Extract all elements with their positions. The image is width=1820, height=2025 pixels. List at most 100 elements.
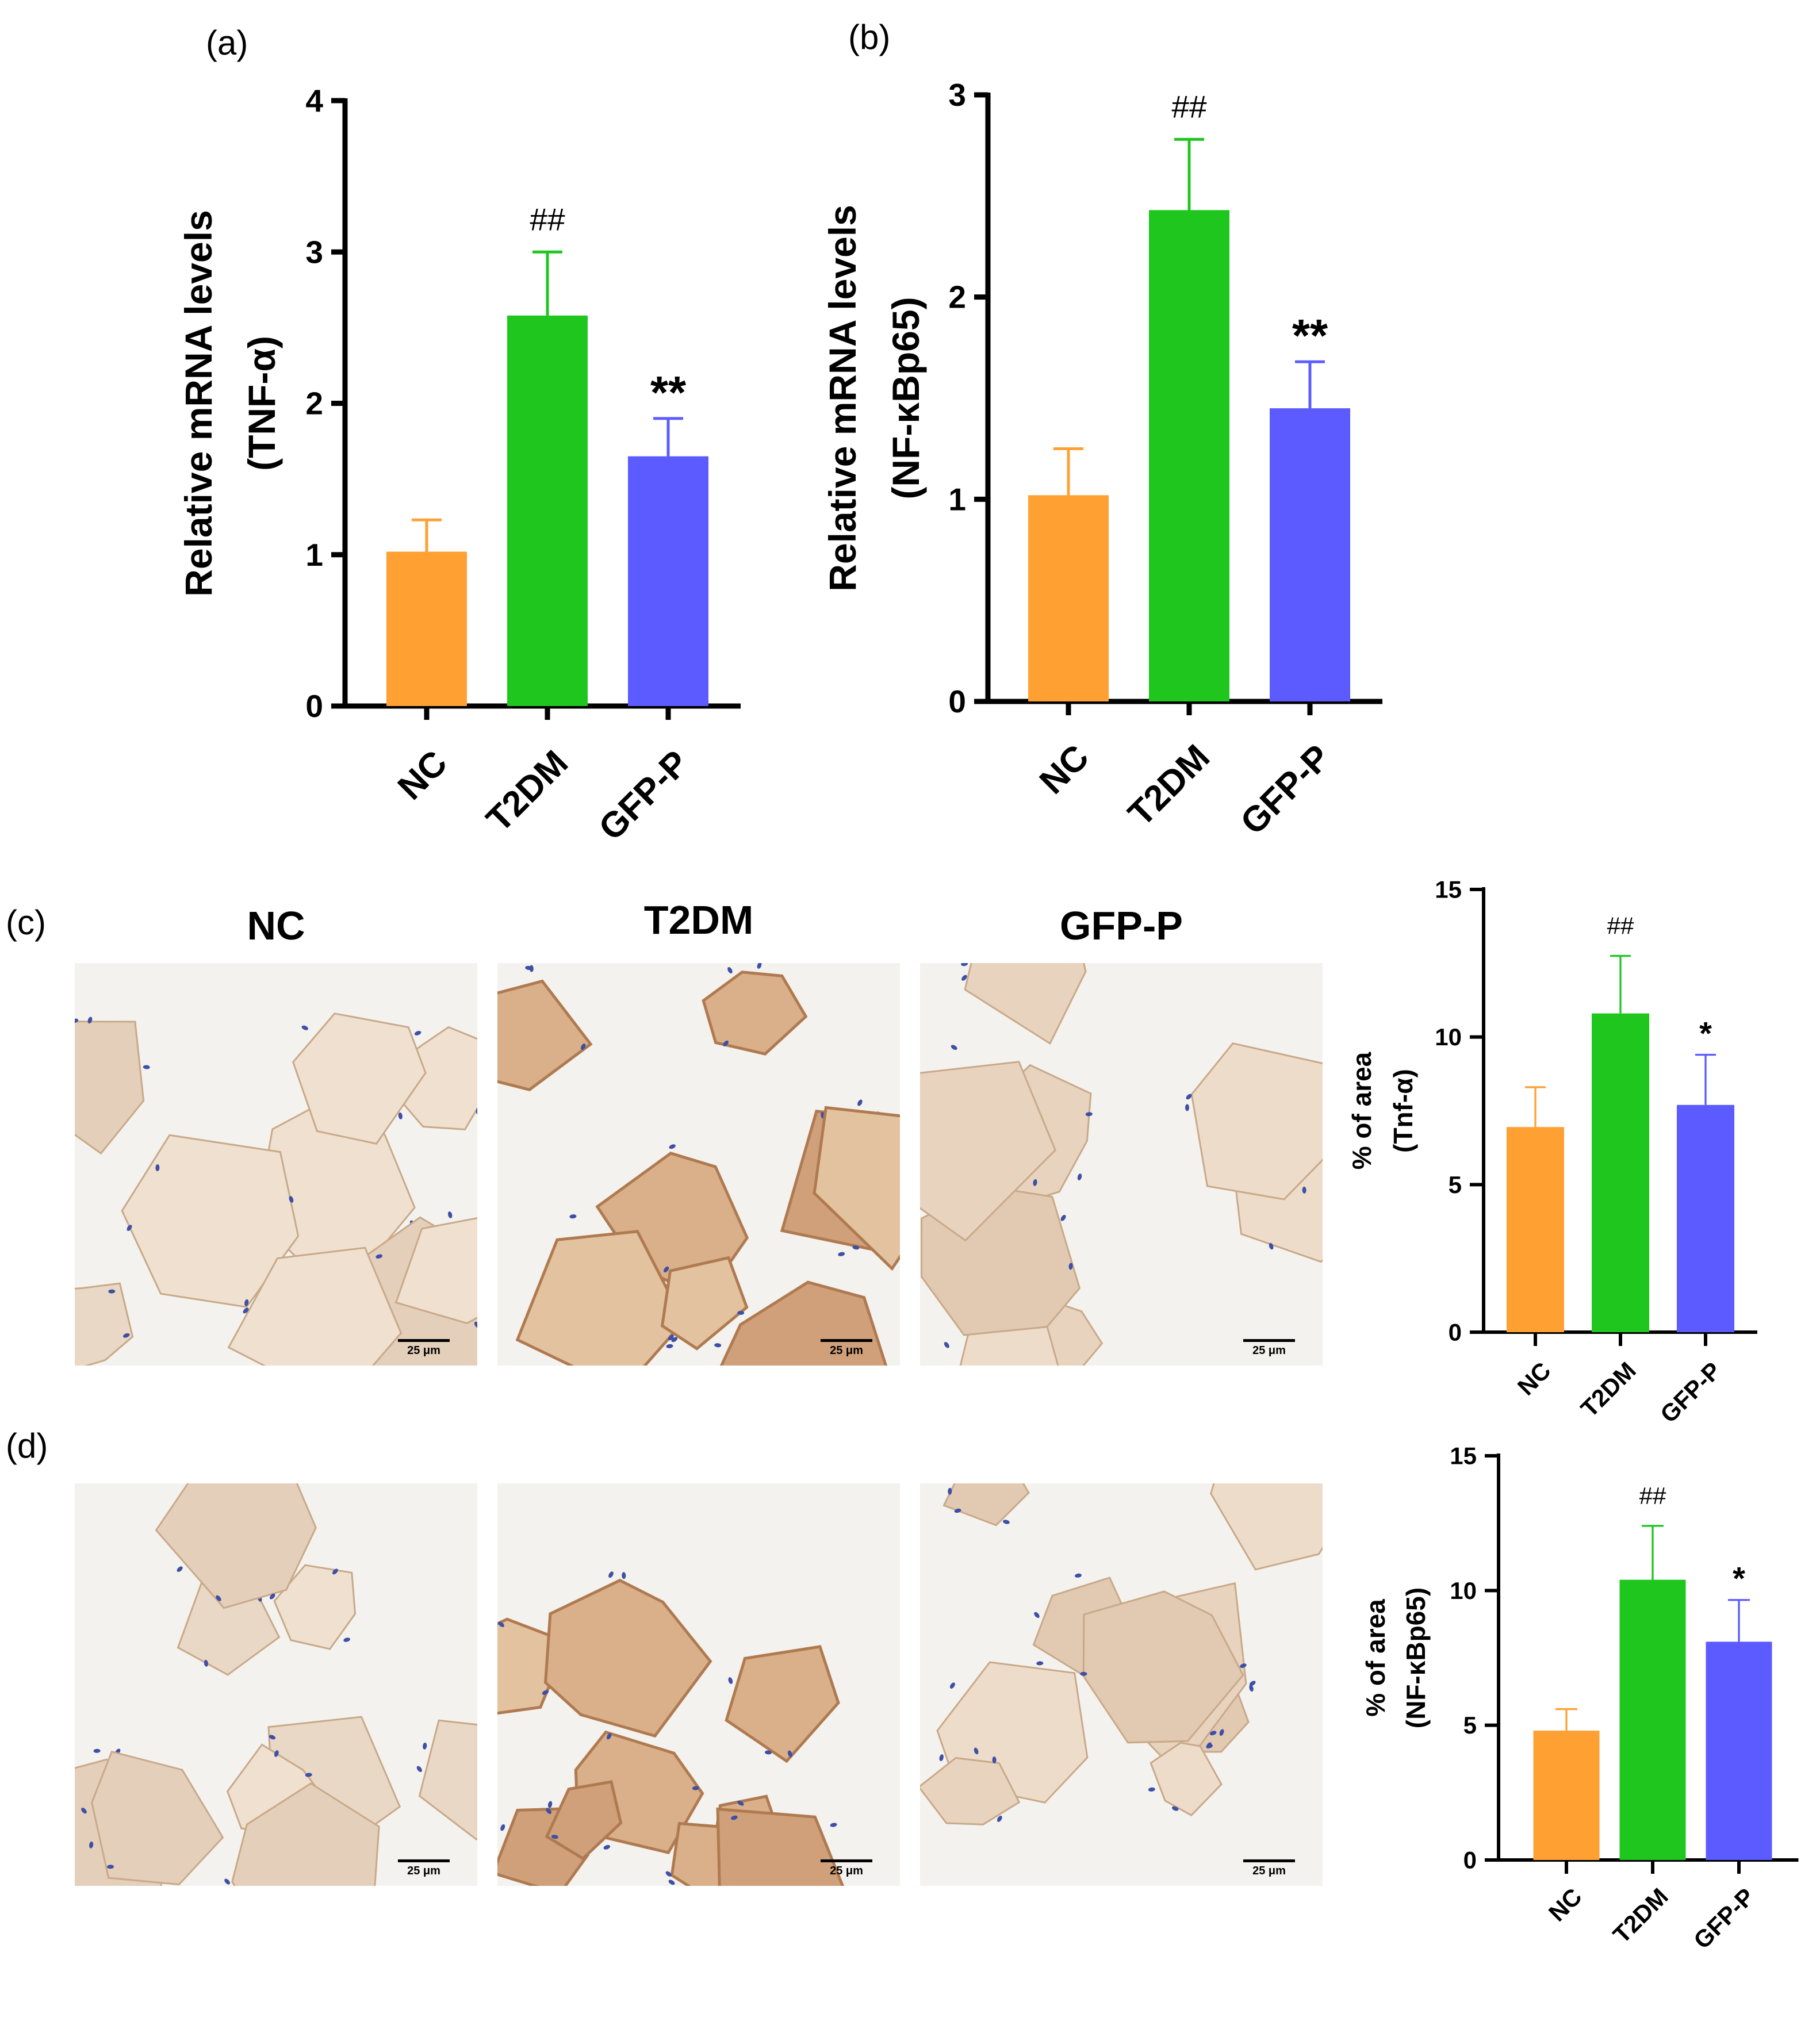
muscle-fiber	[1082, 1590, 1244, 1744]
nucleus	[1003, 1520, 1010, 1524]
y-tick-label: 0	[305, 688, 323, 724]
scale-bar-label: 25 μm	[407, 1865, 440, 1877]
nucleus	[569, 1214, 577, 1219]
x-category-label: T2DM	[1576, 1357, 1641, 1422]
nucleus	[474, 1321, 477, 1328]
chart-a-tnf-mrna: 0 1 2 3 4 Relative mRNA levels (TNF-α) NC ## T2DM…	[177, 83, 741, 848]
muscle-fiber	[418, 1719, 477, 1841]
bar-nc	[1507, 1127, 1564, 1332]
bar-gfp-p	[1706, 1642, 1772, 1860]
nucleus	[243, 1307, 249, 1314]
nucleus	[1185, 1104, 1189, 1111]
muscle-fiber	[544, 1578, 712, 1738]
y-tick-label: 3	[948, 77, 966, 113]
nucleus	[551, 1835, 558, 1839]
nucleus	[1206, 1744, 1213, 1748]
nucleus	[1302, 1186, 1306, 1194]
nucleus	[1209, 1731, 1217, 1736]
y-tick-label: 2	[305, 386, 323, 421]
y-axis-label: (NF-κBp65)	[884, 297, 927, 499]
x-category-label: GFP-P	[1655, 1357, 1726, 1428]
nucleus	[663, 1266, 669, 1273]
muscle-fiber	[91, 1750, 224, 1886]
nucleus	[737, 1801, 744, 1806]
panel-label-c: (c)	[6, 903, 46, 942]
micrograph-image	[920, 1483, 1323, 1886]
muscle-fiber	[75, 1021, 145, 1155]
y-tick-label: 2	[948, 279, 966, 315]
micrograph-nfkb-gfpp: 25 μm	[920, 1483, 1323, 1886]
nucleus	[857, 1099, 863, 1106]
chart-b-nfkb-mrna: 0 1 2 3 Relative mRNA levels (NF-κBp65) NC ## T2…	[821, 77, 1382, 842]
nucleus	[765, 1750, 772, 1755]
nucleus	[476, 1107, 477, 1115]
muscle-fiber	[1190, 1042, 1323, 1201]
micrograph-image	[497, 1483, 900, 1886]
nucleus	[939, 1754, 944, 1761]
nucleus	[992, 1756, 997, 1763]
muscle-fiber	[292, 1012, 427, 1145]
muscle-fiber	[920, 1756, 1021, 1825]
muscle-fiber	[75, 1282, 134, 1366]
significance-annotation: *	[1699, 1015, 1712, 1051]
muscle-fiber	[1210, 1483, 1323, 1571]
muscle-fiber	[121, 1134, 300, 1308]
muscle-fiber	[725, 1645, 840, 1763]
nucleus	[547, 1801, 553, 1808]
micrograph-image	[75, 1483, 477, 1886]
muscle-fiber	[660, 1256, 749, 1351]
nucleus	[542, 1690, 549, 1695]
muscle-fiber	[497, 1617, 555, 1715]
nucleus	[974, 1747, 979, 1755]
nucleus	[108, 1289, 116, 1294]
nucleus	[757, 963, 762, 969]
nucleus	[1033, 1179, 1037, 1186]
y-tick-label: 0	[1449, 1319, 1462, 1346]
nucleus	[376, 1254, 383, 1259]
nucleus	[343, 1637, 350, 1642]
nucleus	[414, 1030, 422, 1035]
nucleus	[948, 1487, 952, 1495]
bar-nc	[386, 551, 467, 706]
muscle-fiber	[719, 1280, 888, 1366]
micrograph-nfkb-t2dm: 25 μm	[497, 1483, 900, 1886]
nucleus	[546, 1808, 551, 1814]
nucleus	[622, 1572, 626, 1579]
nucleus	[669, 1144, 676, 1149]
bar-t2dm	[1149, 210, 1229, 701]
chart-c-tnf-area: 0 5 10 15 % of area (Tnf-α) NC ## T2DM * GFP-P	[1347, 876, 1757, 1428]
nucleus	[75, 1018, 79, 1023]
y-tick-label: 5	[1463, 1712, 1477, 1739]
nucleus	[692, 1786, 699, 1790]
nucleus	[127, 1225, 132, 1231]
nucleus	[1171, 1806, 1179, 1811]
y-tick-label: 15	[1450, 1443, 1477, 1470]
nucleus	[581, 1043, 586, 1050]
nucleus	[224, 1878, 230, 1885]
nucleus	[305, 1773, 312, 1777]
nucleus	[289, 1196, 294, 1203]
scale-bar: 25 μm	[1243, 1859, 1295, 1878]
x-category-label: T2DM	[479, 743, 576, 839]
scale-bar: 25 μm	[821, 1859, 872, 1878]
y-axis-label: Relative mRNA levels	[177, 210, 220, 597]
nucleus	[1240, 1663, 1247, 1668]
nucleus	[1249, 1681, 1256, 1686]
y-axis-label: (Tnf-α)	[1388, 1069, 1418, 1153]
nucleus	[143, 1065, 150, 1069]
scale-bar-line	[398, 1859, 450, 1862]
muscle-fiber	[942, 1483, 1030, 1527]
nucleus	[269, 1593, 275, 1600]
muscle-fiber	[813, 1106, 900, 1271]
nucleus	[668, 1880, 675, 1885]
nucleus	[1080, 1671, 1087, 1676]
nucleus	[830, 1823, 837, 1827]
x-category-label: GFP-P	[1688, 1883, 1760, 1954]
bar-t2dm	[507, 315, 588, 706]
y-axis-label: % of area	[1361, 1599, 1390, 1717]
nucleus	[498, 1621, 504, 1627]
scale-bar: 25 μm	[398, 1339, 450, 1357]
bar-nc	[1028, 495, 1109, 701]
nucleus	[731, 1815, 738, 1820]
scale-bar-label: 25 μm	[830, 1344, 863, 1357]
